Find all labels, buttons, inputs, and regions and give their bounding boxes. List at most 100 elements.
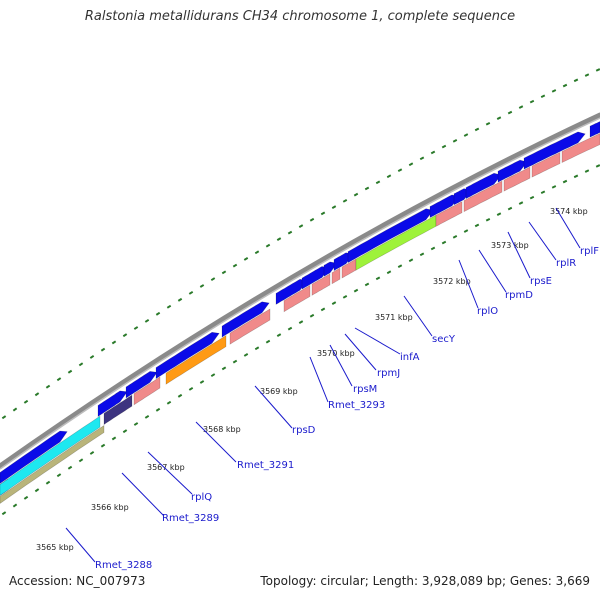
outer-tick	[408, 162, 414, 167]
kbp-scale: 3565 kbp 3566 kbp 3567 kbp 3568 kbp 3569…	[36, 207, 588, 552]
inner-tick	[221, 366, 227, 371]
cds-rpse[interactable]	[465, 172, 502, 200]
cds-rmet-3291[interactable]	[155, 331, 220, 380]
leader-rmet-3291	[195, 421, 237, 463]
inner-tick	[375, 276, 381, 281]
gene-label-rmet-3291[interactable]: Rmet_3291	[237, 460, 294, 471]
gene-label-rmet-3288[interactable]: Rmet_3288	[95, 560, 152, 571]
gene-label-rmet-3293[interactable]: Rmet_3293	[328, 400, 385, 411]
inner-tick	[254, 346, 260, 351]
leader-rplo	[458, 259, 479, 309]
gene-label-rplq[interactable]: rplQ	[191, 492, 212, 503]
accession-text: Accession: NC_007973	[9, 574, 146, 588]
outer-tick	[56, 377, 62, 382]
kbp-label-3565: 3565 kbp	[36, 543, 74, 552]
gene-label-secy[interactable]: secY	[432, 334, 456, 345]
inner-tick	[584, 169, 590, 173]
inner-tick	[518, 201, 524, 205]
inner-tick	[166, 400, 172, 405]
inner-tick	[243, 353, 249, 357]
leader-rpmd	[478, 249, 507, 293]
outer-tick	[177, 297, 183, 302]
inner-tick	[474, 223, 480, 228]
inner-tick	[45, 480, 51, 485]
leader-rpse	[507, 231, 531, 279]
gene-label-rpsd[interactable]: rpsD	[292, 425, 316, 436]
gene-rpmd[interactable]	[463, 180, 503, 213]
cds-secy[interactable]	[347, 208, 434, 264]
kbp-label-3571: 3571 kbp	[375, 313, 413, 322]
cds-rpsd[interactable]	[221, 301, 270, 338]
gene-label-rmet-3289[interactable]: Rmet_3289	[162, 513, 219, 524]
cds-next[interactable]	[589, 121, 600, 138]
outer-tick	[78, 362, 84, 367]
leader-rmet-3293	[309, 356, 329, 403]
leader-rplq	[147, 451, 193, 495]
gene-rmet-3293[interactable]	[283, 284, 311, 313]
track-olive[interactable]	[0, 424, 105, 504]
gene-label-infa[interactable]: infA	[400, 352, 420, 363]
cds-rplr[interactable]	[497, 159, 528, 183]
cds-rplq[interactable]	[97, 390, 128, 418]
inner-tick	[210, 373, 216, 378]
outer-tick	[496, 116, 502, 120]
gene-label-rpse[interactable]: rpsE	[530, 276, 552, 287]
gene-rpsm[interactable]	[311, 273, 331, 296]
leader-rpsd	[254, 385, 293, 429]
gene-label-rplf[interactable]: rplF	[580, 246, 599, 257]
kbp-label-3568: 3568 kbp	[203, 425, 241, 434]
gene-rpsd[interactable]	[229, 308, 271, 345]
outer-tick	[474, 127, 480, 132]
inner-tick	[265, 339, 271, 344]
gene-rmet-3289[interactable]	[103, 394, 133, 426]
kbp-label-3569: 3569 kbp	[260, 387, 298, 396]
outer-tick	[386, 174, 392, 179]
gene-rmet-3291[interactable]	[165, 335, 227, 385]
track-cyan[interactable]	[0, 415, 101, 496]
outer-tick	[463, 133, 469, 137]
cds-rmet-3288[interactable]	[0, 430, 68, 484]
outer-tick	[12, 407, 18, 412]
inner-tick	[122, 429, 128, 434]
outer-tick	[551, 89, 557, 93]
outer-tick	[353, 192, 359, 197]
gene-label-rpsm[interactable]: rpsM	[353, 384, 377, 395]
outer-tick	[254, 250, 260, 255]
kbp-label-3574: 3574 kbp	[550, 207, 588, 216]
outer-tick	[34, 392, 40, 397]
inner-tick	[441, 240, 447, 245]
gene-rplq[interactable]	[133, 376, 161, 406]
gene-label-rplo[interactable]: rplO	[477, 306, 498, 317]
cds-small-a[interactable]	[323, 261, 338, 277]
gene-rpse[interactable]	[503, 166, 531, 192]
inner-tick	[298, 320, 304, 325]
cds-rplf[interactable]	[523, 131, 586, 170]
outer-tick	[452, 138, 458, 143]
inner-tick	[562, 179, 568, 184]
outer-tick	[419, 156, 425, 161]
inner-tick	[23, 495, 29, 500]
kbp-label-3566: 3566 kbp	[91, 503, 129, 512]
outer-tick	[133, 326, 139, 330]
gene-label-rpmj[interactable]: rpmJ	[377, 368, 400, 379]
outer-tick	[562, 83, 568, 88]
feature-track	[0, 121, 600, 504]
inner-tick	[287, 326, 293, 331]
inner-tick	[56, 473, 62, 478]
outer-tick	[89, 355, 95, 359]
cds-rmet-3289-top[interactable]	[125, 371, 158, 399]
gene-label-rplr[interactable]: rplR	[556, 258, 576, 269]
inner-tick	[276, 333, 282, 338]
gene-label-rpmd[interactable]: rpmD	[505, 290, 533, 301]
gene-rplr[interactable]	[531, 152, 561, 178]
gene-rpmj[interactable]	[331, 267, 341, 285]
inner-tick	[452, 234, 458, 239]
map-title: Ralstonia metallidurans CH34 chromosome …	[84, 9, 516, 24]
gene-rplo[interactable]	[435, 201, 463, 227]
leader-rmet-3289	[121, 472, 165, 517]
outer-tick	[430, 150, 436, 155]
leader-rmet-3288	[65, 527, 96, 563]
inner-tick	[78, 458, 84, 463]
gene-rplf[interactable]	[561, 133, 600, 163]
